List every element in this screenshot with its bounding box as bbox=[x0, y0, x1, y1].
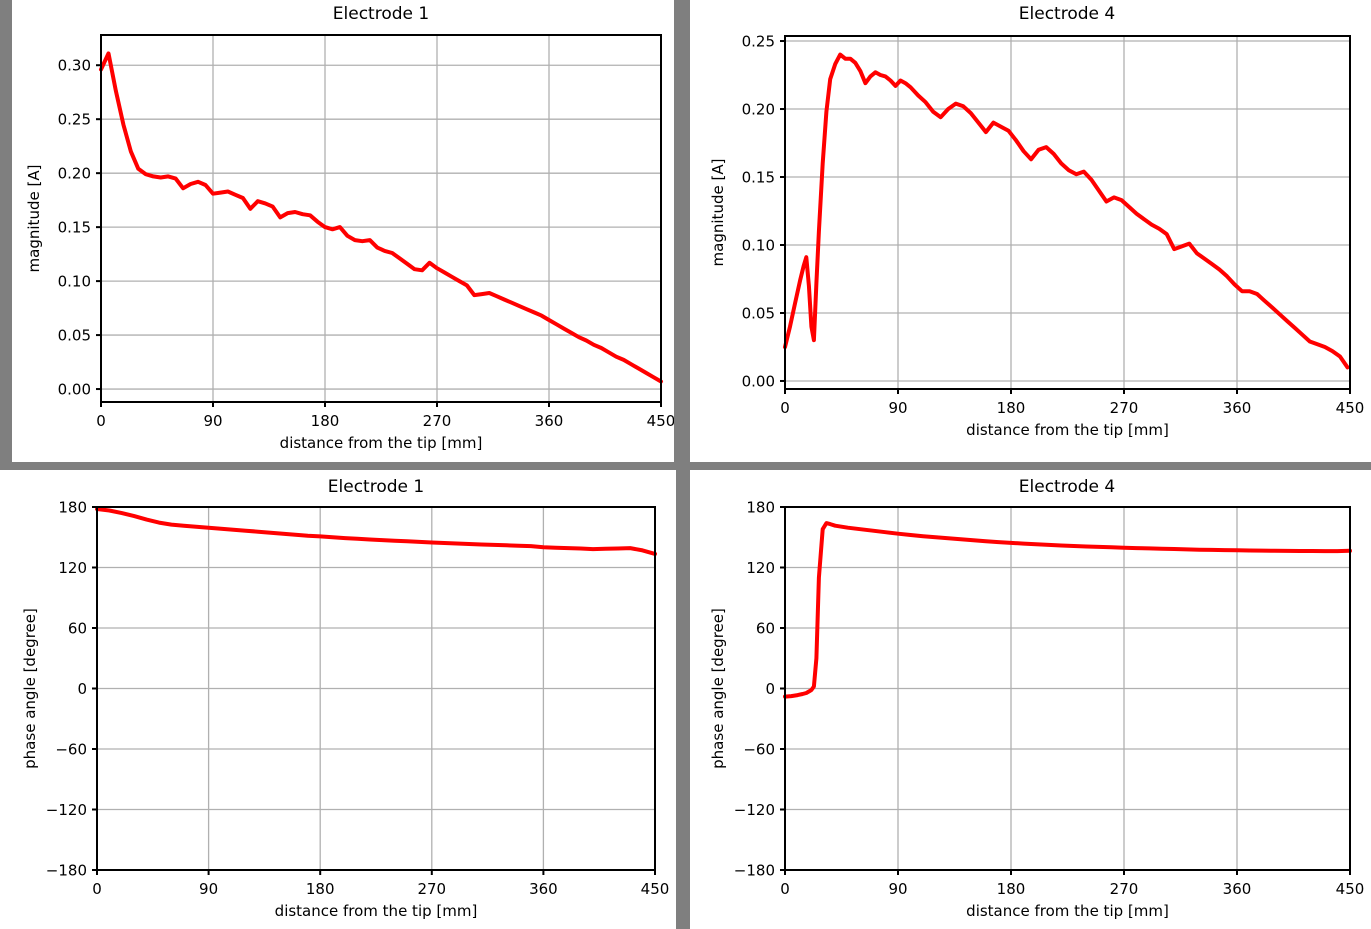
chart-title: Electrode 1 bbox=[327, 477, 425, 497]
x-axis-ticks: 0 90 180 270 360 450 bbox=[96, 402, 674, 430]
y-axis-label: phase angle [degree] bbox=[21, 608, 39, 769]
y-axis-label: magnitude [A] bbox=[25, 165, 43, 273]
x-tick-label: 450 bbox=[1336, 880, 1365, 898]
y-axis-label: magnitude [A] bbox=[709, 159, 727, 267]
gridlines bbox=[96, 506, 656, 871]
y-tick-label: 0.25 bbox=[58, 111, 91, 129]
gridlines bbox=[784, 36, 1351, 389]
x-tick-label: 90 bbox=[888, 399, 907, 417]
x-tick-label: 0 bbox=[92, 880, 102, 898]
y-tick-label: −120 bbox=[734, 801, 775, 819]
y-tick-label: 60 bbox=[756, 620, 775, 638]
x-tick-label: 360 bbox=[535, 412, 564, 430]
axes-border bbox=[100, 34, 662, 403]
y-tick-label: 120 bbox=[58, 559, 87, 577]
x-tick-label: 360 bbox=[1223, 399, 1252, 417]
y-tick-label: −60 bbox=[55, 741, 87, 759]
y-tick-label: 120 bbox=[746, 559, 775, 577]
electrode4-phase-plot: 0 90 180 270 360 450 −180 −120 −60 0 60 120 180 dista… bbox=[709, 499, 1364, 921]
x-tick-label: 270 bbox=[423, 412, 452, 430]
y-tick-label: 0.10 bbox=[58, 273, 91, 291]
x-tick-label: 450 bbox=[1336, 399, 1365, 417]
x-axis-label: distance from the tip [mm] bbox=[966, 421, 1169, 439]
y-tick-label: 0.00 bbox=[742, 372, 775, 390]
x-tick-label: 450 bbox=[641, 880, 670, 898]
x-tick-label: 90 bbox=[888, 880, 907, 898]
y-tick-label: −60 bbox=[743, 741, 775, 759]
chart-electrode4-magnitude: Electrode 4 0 90 180 270 360 450 0.00 0.05 0.10 0… bbox=[690, 0, 1371, 462]
data-line bbox=[783, 521, 1352, 699]
y-tick-label: 0.25 bbox=[742, 33, 775, 51]
y-tick-label: 0.20 bbox=[58, 165, 91, 183]
data-line bbox=[99, 51, 663, 384]
x-tick-label: 180 bbox=[997, 880, 1026, 898]
y-tick-label: 0.05 bbox=[742, 304, 775, 322]
y-tick-label: 0 bbox=[77, 680, 87, 698]
chart-title: Electrode 1 bbox=[332, 4, 430, 24]
y-tick-label: 0.30 bbox=[58, 57, 91, 75]
y-tick-label: 0 bbox=[765, 680, 775, 698]
axes-border bbox=[784, 35, 1351, 390]
y-axis-ticks: −180 −120 −60 0 60 120 180 bbox=[46, 499, 97, 880]
chart-title: Electrode 4 bbox=[1018, 477, 1116, 497]
y-axis-ticks: −180 −120 −60 0 60 120 180 bbox=[734, 499, 785, 880]
x-tick-label: 0 bbox=[96, 412, 106, 430]
x-axis-label: distance from the tip [mm] bbox=[280, 434, 483, 452]
y-tick-label: 0.05 bbox=[58, 327, 91, 345]
y-tick-label: 0.10 bbox=[742, 236, 775, 254]
data-line bbox=[95, 507, 657, 556]
y-tick-label: −120 bbox=[46, 801, 87, 819]
y-axis-label: phase angle [degree] bbox=[709, 608, 727, 769]
y-tick-label: −180 bbox=[46, 862, 87, 880]
y-axis-ticks: 0.00 0.05 0.10 0.15 0.20 0.25 0.30 bbox=[58, 57, 101, 399]
chart-electrode1-phase: Electrode 1 0 90 180 270 360 450 −180 −120 −60 0 6… bbox=[0, 470, 676, 929]
data-line bbox=[783, 52, 1350, 370]
electrode1-magnitude-plot: 0 90 180 270 360 4500.000.050.100.150.200.250… bbox=[25, 34, 674, 452]
x-tick-label: 90 bbox=[199, 880, 218, 898]
y-tick-label: 0.20 bbox=[742, 101, 775, 119]
y-tick-label: 0.00 bbox=[58, 381, 91, 399]
chart-electrode4-phase: Electrode 4 0 90 180 270 360 450 −180 −120 −60 0 6… bbox=[690, 470, 1371, 929]
x-axis-ticks: 0 90 180 270 360 450 bbox=[92, 870, 669, 898]
y-axis-ticks: 0.00 0.05 0.10 0.15 0.20 0.25 bbox=[742, 33, 785, 390]
x-tick-label: 0 bbox=[780, 399, 790, 417]
y-tick-label: 180 bbox=[58, 499, 87, 517]
x-tick-label: 450 bbox=[647, 412, 674, 430]
electrode4-magnitude-plot: 0 90 180 270 360 450 0.00 0.05 0.10 0.15 0.20 0.25 d… bbox=[709, 33, 1364, 439]
x-tick-label: 90 bbox=[203, 412, 222, 430]
x-tick-label: 270 bbox=[1110, 880, 1139, 898]
x-tick-label: 180 bbox=[311, 412, 340, 430]
electrode1-phase-plot: 0 90 180 270 360 450 −180 −120 −60 0 60 120 180 dista… bbox=[21, 499, 669, 921]
chart-electrode1-magnitude: Electrode 1 0 90 180 270 360 450 0.00 0.05 0.10 0… bbox=[12, 0, 674, 462]
x-tick-label: 0 bbox=[780, 880, 790, 898]
y-tick-label: 180 bbox=[746, 499, 775, 517]
y-tick-label: 0.15 bbox=[742, 169, 775, 187]
x-axis-ticks: 0 90 180 270 360 450 bbox=[780, 389, 1364, 417]
x-tick-label: 180 bbox=[306, 880, 335, 898]
x-tick-label: 270 bbox=[417, 880, 446, 898]
x-tick-label: 360 bbox=[529, 880, 558, 898]
gridlines bbox=[100, 35, 662, 402]
y-tick-label: 0.15 bbox=[58, 219, 91, 237]
x-axis-label: distance from the tip [mm] bbox=[275, 902, 478, 920]
y-tick-label: −180 bbox=[734, 862, 775, 880]
x-tick-label: 270 bbox=[1110, 399, 1139, 417]
y-tick-label: 60 bbox=[68, 620, 87, 638]
x-tick-label: 180 bbox=[997, 399, 1026, 417]
x-axis-label: distance from the tip [mm] bbox=[966, 902, 1169, 920]
gridlines bbox=[784, 506, 1351, 871]
x-tick-label: 360 bbox=[1223, 880, 1252, 898]
chart-title: Electrode 4 bbox=[1018, 4, 1116, 24]
x-axis-ticks: 0 90 180 270 360 450 bbox=[780, 870, 1364, 898]
